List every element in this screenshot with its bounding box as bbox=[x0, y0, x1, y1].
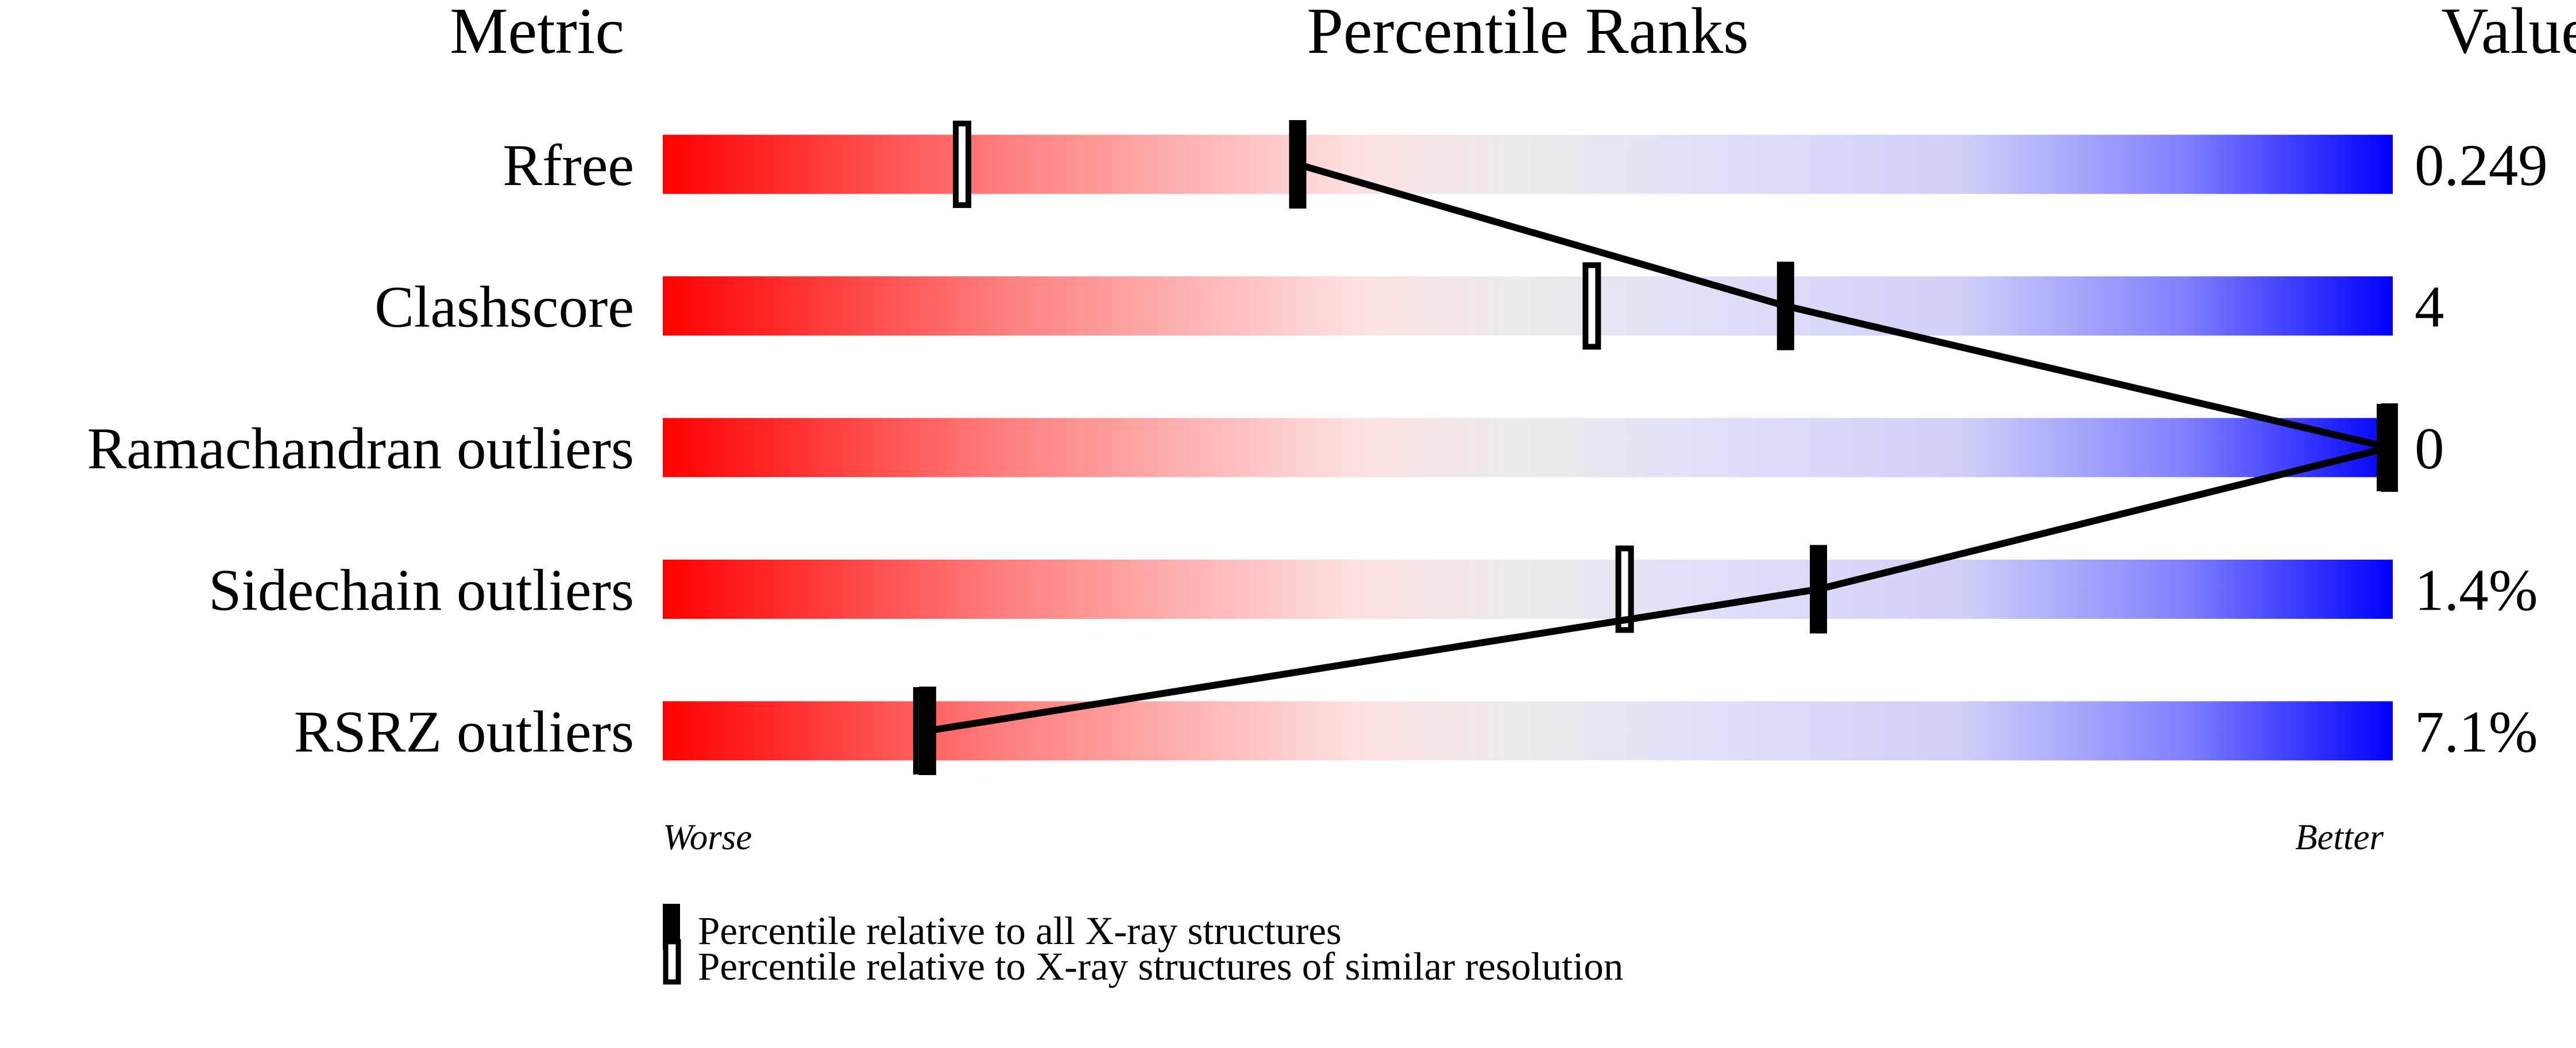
header-metric: Metric bbox=[450, 0, 624, 67]
legend-open-label: Percentile relative to X-ray structures … bbox=[698, 945, 1623, 988]
metric-label: Sidechain outliers bbox=[208, 558, 634, 623]
header-value: Value bbox=[2441, 0, 2576, 67]
marker-all-structures bbox=[1776, 261, 1794, 350]
metric-bar bbox=[663, 134, 2393, 194]
metric-bar bbox=[663, 276, 2393, 336]
axis-worse-label: Worse bbox=[663, 817, 752, 857]
metric-value: 7.1% bbox=[2415, 699, 2538, 765]
metric-bar bbox=[663, 560, 2393, 619]
marker-all-structures bbox=[918, 687, 936, 775]
metric-value: 0.249 bbox=[2415, 133, 2548, 198]
metric-value: 1.4% bbox=[2415, 558, 2538, 623]
marker-all-structures bbox=[2381, 403, 2398, 492]
marker-similar-resolution bbox=[1615, 545, 1634, 633]
marker-all-structures bbox=[1810, 545, 1828, 634]
legend-filled-label: Percentile relative to all X-ray structu… bbox=[698, 909, 1342, 953]
metric-label: Rfree bbox=[503, 133, 634, 198]
axis-better-label: Better bbox=[2295, 817, 2384, 857]
metric-bar bbox=[663, 701, 2393, 761]
metric-value: 4 bbox=[2415, 275, 2444, 340]
marker-similar-resolution bbox=[1582, 262, 1601, 350]
header-percentile-ranks: Percentile Ranks bbox=[1307, 0, 1748, 67]
marker-all-structures bbox=[1289, 120, 1307, 209]
metric-bar bbox=[663, 418, 2393, 477]
metric-label: RSRZ outliers bbox=[294, 699, 634, 765]
metric-label: Clashscore bbox=[374, 275, 634, 340]
metric-label: Ramachandran outliers bbox=[87, 416, 634, 481]
marker-similar-resolution bbox=[953, 121, 972, 208]
metric-value: 0 bbox=[2415, 416, 2444, 481]
legend-open-marker-shape bbox=[663, 939, 681, 985]
